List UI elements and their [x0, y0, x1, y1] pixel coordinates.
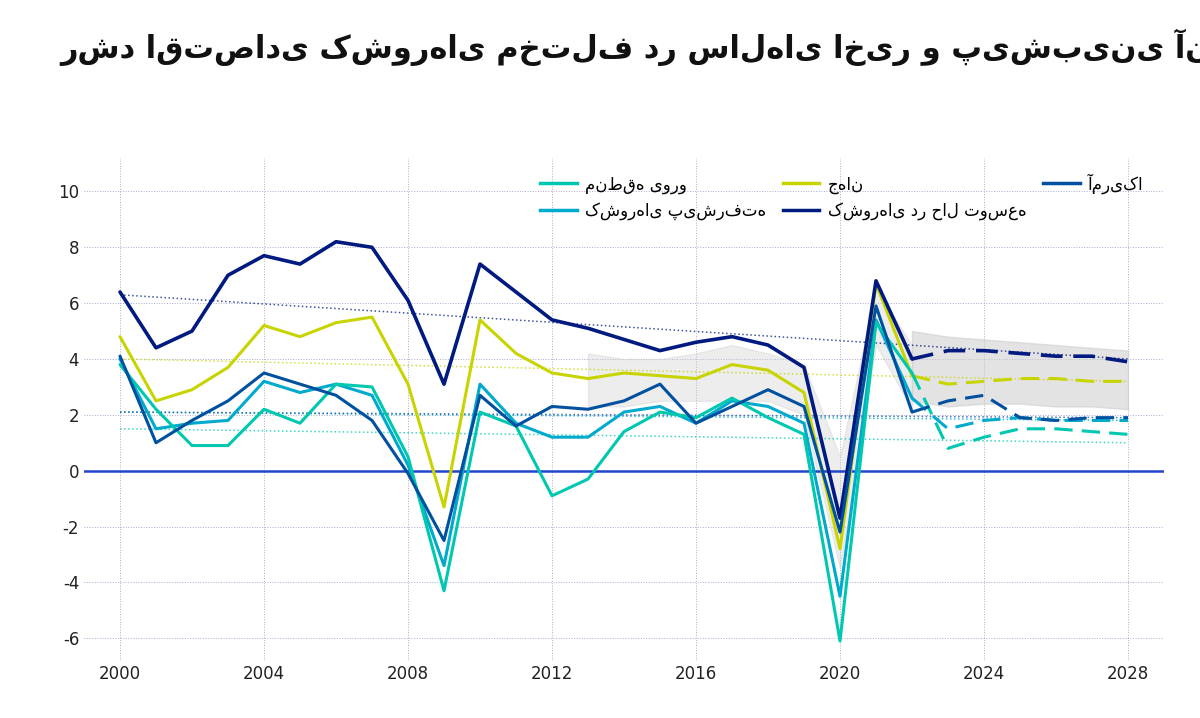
Text: رشد اقتصادی کشورهای مختلف در سالهای اخیر و پیش‌بینی آن تا سال ۲۰۲۹: رشد اقتصادی کشورهای مختلف در سالهای اخیر… — [60, 29, 1200, 66]
Legend: منطقه یورو, کشورهای پیشرفته, جهان, کشورهای در حال توسعه, آمریکا: منطقه یورو, کشورهای پیشرفته, جهان, کشوره… — [533, 167, 1151, 227]
